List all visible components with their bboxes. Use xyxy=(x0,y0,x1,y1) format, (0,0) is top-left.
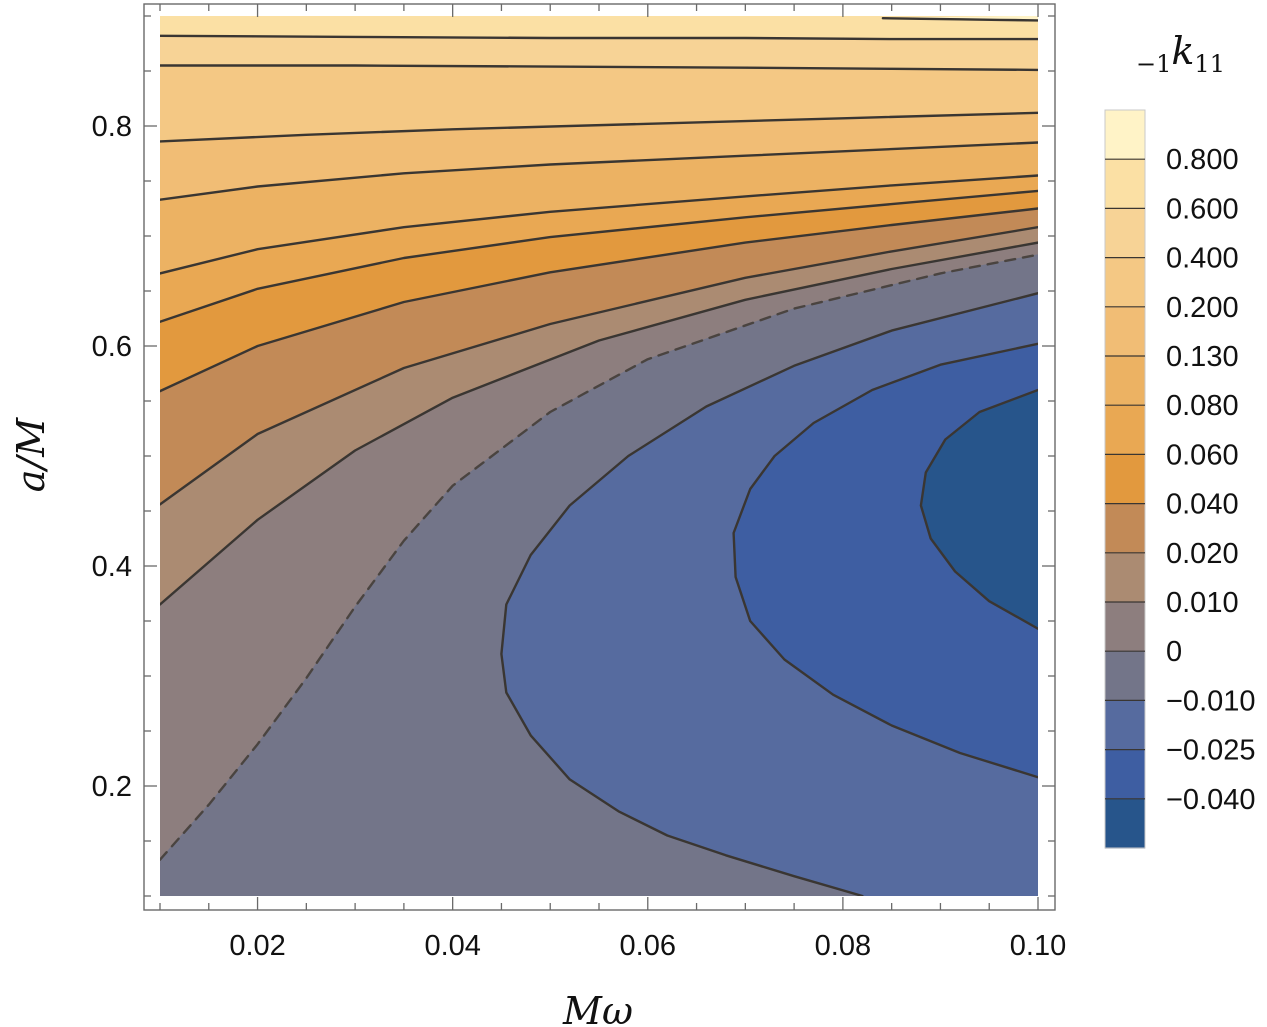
legend-label: −0.025 xyxy=(1166,735,1256,767)
legend-swatch xyxy=(1105,454,1145,505)
contour-line xyxy=(160,64,1038,72)
contour-line xyxy=(160,225,1038,506)
legend-label: −0.040 xyxy=(1166,784,1256,816)
contour-lines xyxy=(160,17,1038,896)
y-axis-label: a/M xyxy=(9,417,53,492)
contour-line xyxy=(919,388,1038,630)
x-tick-label: 0.06 xyxy=(620,930,676,962)
legend-swatch xyxy=(1105,552,1145,603)
legend-title-suffix: 11 xyxy=(1194,50,1225,78)
legend-label: 0.060 xyxy=(1166,439,1239,471)
legend-swatch xyxy=(1105,700,1145,751)
y-tick-label: 0.6 xyxy=(92,331,132,363)
x-tick-label: 0.04 xyxy=(424,930,480,962)
legend-label: 0.200 xyxy=(1166,292,1239,324)
legend-swatch xyxy=(1105,306,1145,357)
x-tick-label: 0.10 xyxy=(1010,930,1066,962)
contour-line xyxy=(160,189,1038,323)
legend-swatch xyxy=(1105,208,1145,259)
x-axis-label: Mω xyxy=(562,989,633,1027)
legend-title-symbol: k xyxy=(1171,29,1194,73)
legend-label: 0.400 xyxy=(1166,243,1239,275)
contour-line xyxy=(160,241,1038,606)
contour-line xyxy=(881,17,1038,22)
y-tick-label: 0.4 xyxy=(92,551,132,583)
contour-line xyxy=(160,34,1038,41)
legend-label: 0.040 xyxy=(1166,489,1239,521)
legend-swatch xyxy=(1105,798,1145,849)
legend-label: 0.010 xyxy=(1166,587,1239,619)
y-tick-label: 0.8 xyxy=(92,111,132,143)
legend-label: 0.600 xyxy=(1166,193,1239,225)
legend-swatch xyxy=(1105,405,1145,455)
legend-swatch xyxy=(1105,110,1145,160)
legend-swatch xyxy=(1105,257,1145,308)
legend-label: 0 xyxy=(1166,636,1182,668)
legend-swatch xyxy=(1105,651,1145,701)
contour-fills xyxy=(160,16,1038,896)
legend-border xyxy=(1104,109,1146,849)
contour-line xyxy=(160,141,1038,201)
legend-swatch xyxy=(1105,749,1145,800)
legend-swatch xyxy=(1105,602,1145,652)
contour-line xyxy=(160,253,1038,861)
legend-label: 0.020 xyxy=(1166,538,1239,570)
legend-swatch xyxy=(1105,356,1145,406)
x-tick-label: 0.08 xyxy=(815,930,871,962)
legend-swatch xyxy=(1105,159,1145,209)
color-legend: −1k11 0.800 0.600 0.400 0.200 0.130 0.080 0.06… xyxy=(1104,29,1256,849)
contour-line xyxy=(160,207,1038,393)
contour-line xyxy=(500,292,1038,896)
contour-line xyxy=(732,342,1038,779)
contour-line xyxy=(160,111,1038,143)
y-axis: 0.2 0.4 0.6 0.8 xyxy=(92,15,1055,897)
legend-label: −0.010 xyxy=(1166,685,1256,717)
legend-label: 0.080 xyxy=(1166,390,1239,422)
legend-title-prefix: −1 xyxy=(1136,50,1171,78)
y-tick-label: 0.2 xyxy=(92,771,132,803)
contour-line xyxy=(160,174,1038,275)
x-tick-label: 0.02 xyxy=(229,930,285,962)
legend-label: 0.130 xyxy=(1166,341,1239,373)
x-axis: 0.02 0.04 0.06 0.08 0.10 xyxy=(159,4,1066,962)
legend-label: 0.800 xyxy=(1166,144,1239,176)
legend-title: −1k11 xyxy=(1136,29,1225,78)
legend-swatch xyxy=(1105,503,1145,554)
